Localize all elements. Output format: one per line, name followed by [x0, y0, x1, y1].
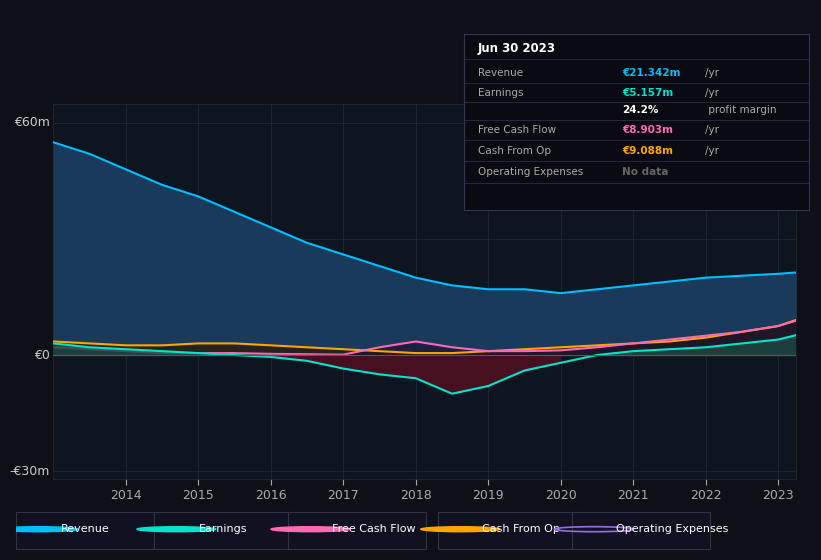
- Text: Cash From Op: Cash From Op: [478, 146, 551, 156]
- Text: Revenue: Revenue: [478, 68, 523, 78]
- Text: €9.088m: €9.088m: [622, 146, 673, 156]
- FancyBboxPatch shape: [154, 512, 292, 549]
- FancyBboxPatch shape: [572, 512, 710, 549]
- Circle shape: [420, 526, 499, 532]
- Text: Free Cash Flow: Free Cash Flow: [333, 524, 416, 534]
- Text: €5.157m: €5.157m: [622, 88, 674, 97]
- FancyBboxPatch shape: [438, 512, 576, 549]
- Text: -€30m: -€30m: [9, 465, 49, 478]
- Circle shape: [137, 526, 216, 532]
- Text: Earnings: Earnings: [199, 524, 247, 534]
- Text: Free Cash Flow: Free Cash Flow: [478, 125, 556, 135]
- Text: €8.903m: €8.903m: [622, 125, 673, 135]
- Circle shape: [0, 526, 78, 532]
- FancyBboxPatch shape: [288, 512, 426, 549]
- Text: Operating Expenses: Operating Expenses: [478, 167, 583, 177]
- Text: No data: No data: [622, 167, 669, 177]
- FancyBboxPatch shape: [16, 512, 154, 549]
- Text: /yr: /yr: [705, 68, 719, 78]
- Text: Cash From Op: Cash From Op: [482, 524, 560, 534]
- Text: Earnings: Earnings: [478, 88, 523, 97]
- Circle shape: [271, 526, 350, 532]
- Text: €0: €0: [34, 348, 49, 362]
- Text: Operating Expenses: Operating Expenses: [617, 524, 728, 534]
- Text: profit margin: profit margin: [705, 105, 777, 115]
- Text: €21.342m: €21.342m: [622, 68, 681, 78]
- Text: Jun 30 2023: Jun 30 2023: [478, 42, 556, 55]
- Text: €60m: €60m: [14, 116, 49, 129]
- Text: /yr: /yr: [705, 125, 719, 135]
- Text: Revenue: Revenue: [61, 524, 109, 534]
- Text: 24.2%: 24.2%: [622, 105, 659, 115]
- Text: /yr: /yr: [705, 146, 719, 156]
- Text: /yr: /yr: [705, 88, 719, 97]
